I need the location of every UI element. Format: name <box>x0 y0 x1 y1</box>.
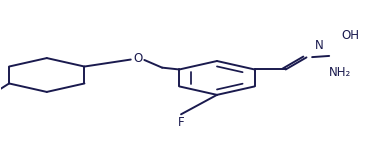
Text: NH₂: NH₂ <box>329 66 351 79</box>
Text: N: N <box>315 39 323 52</box>
Text: F: F <box>178 116 184 129</box>
Text: OH: OH <box>341 29 359 42</box>
Text: O: O <box>133 52 142 64</box>
